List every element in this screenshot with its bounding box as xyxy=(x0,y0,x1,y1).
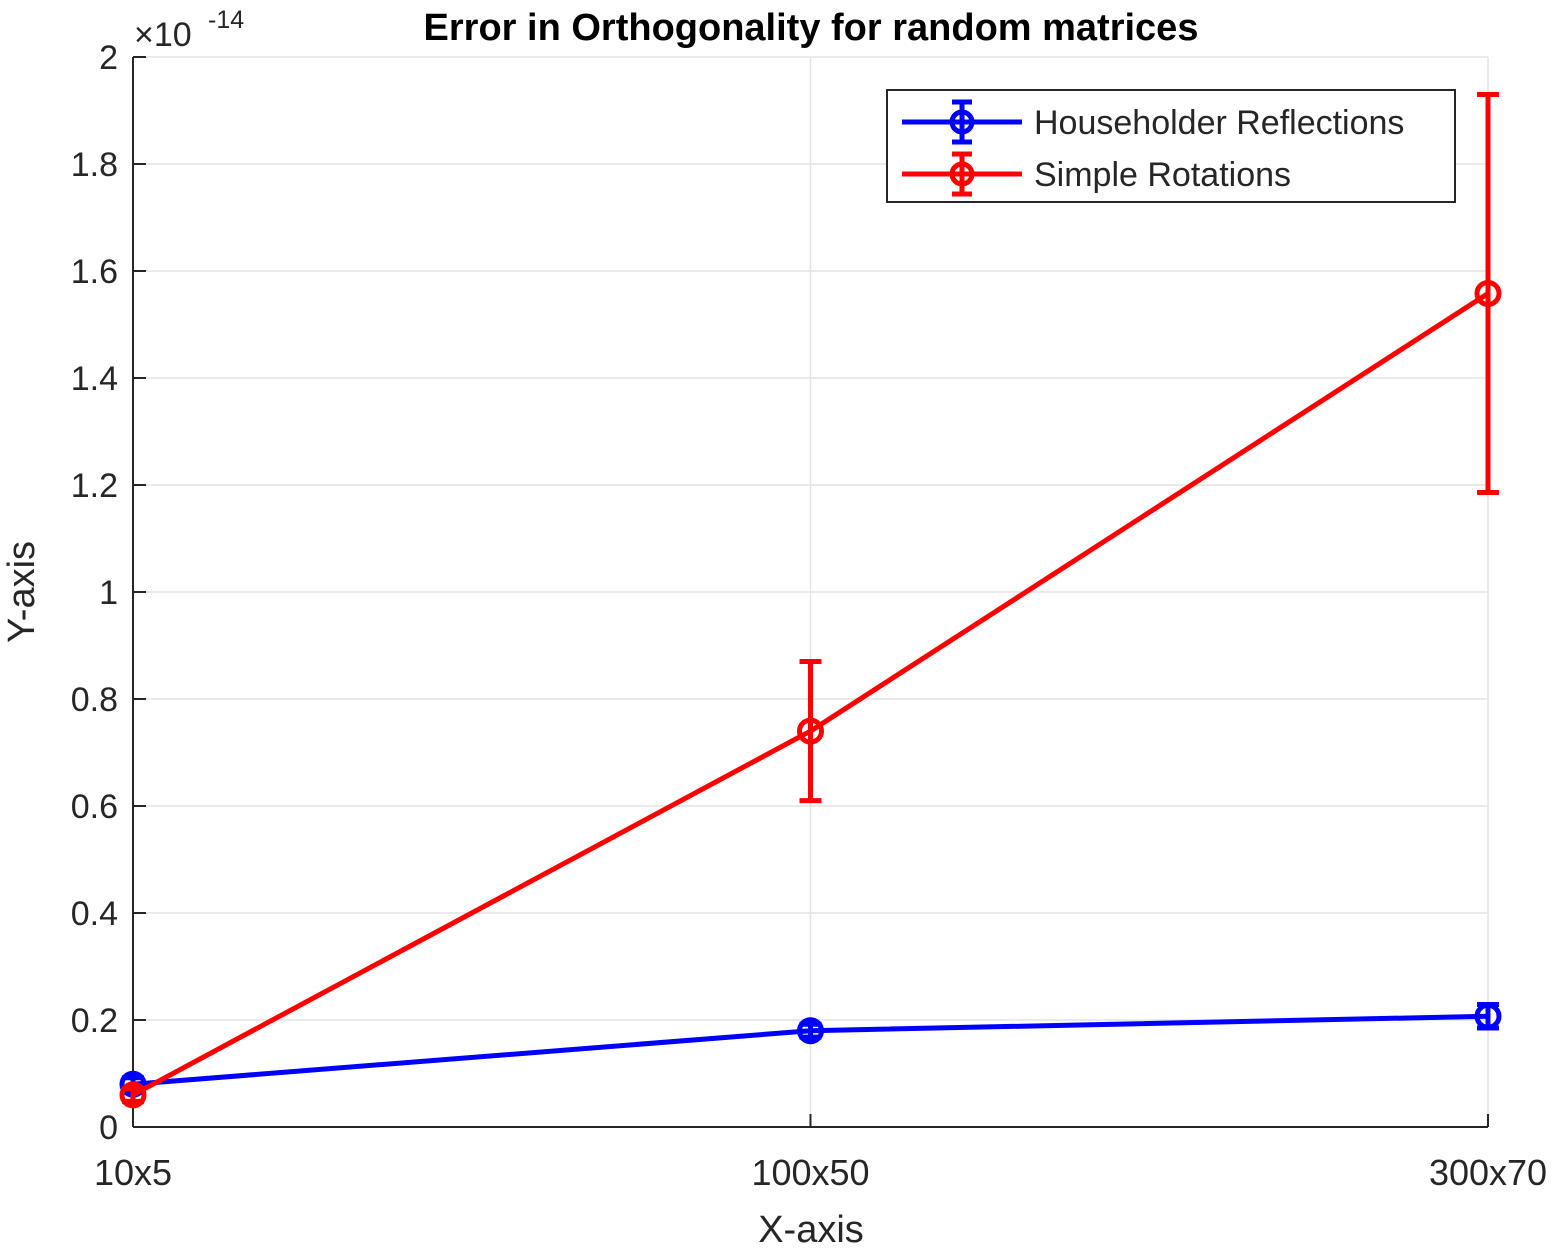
legend-label: Householder Reflections xyxy=(1034,104,1404,142)
y-tick-label: 2 xyxy=(99,39,118,77)
series-layer xyxy=(119,91,1502,1109)
data-point-marker xyxy=(797,717,824,745)
y-tick-labels: 0 0.2 0.4 0.6 0.8 1 1.2 1.4 1.6 1.8 2 xyxy=(71,39,118,1147)
legend: Householder Reflections Simple Rotations xyxy=(886,89,1456,203)
y-tick-label: 1.6 xyxy=(71,253,118,291)
y-tick-label: 0.4 xyxy=(71,895,118,933)
legend-marker-sample xyxy=(949,161,975,187)
legend-entry: Simple Rotations xyxy=(902,151,1291,197)
x-tick-label: 100x50 xyxy=(751,1152,869,1193)
y-tick-label: 1.4 xyxy=(71,360,118,398)
data-point-marker xyxy=(119,1081,147,1109)
legend-entry: Householder Reflections xyxy=(902,99,1404,145)
y-tick-label: 1.2 xyxy=(71,467,118,505)
y-tick-label: 0.2 xyxy=(71,1002,118,1040)
y-axis-label: Y-axis xyxy=(1,541,43,643)
legend-marker-sample xyxy=(949,109,975,135)
y-tick-label: 1.8 xyxy=(71,146,118,184)
y-axis-exponent-base: ×10 xyxy=(134,16,192,54)
x-tick-label: 10x5 xyxy=(94,1152,172,1193)
legend-label: Simple Rotations xyxy=(1034,156,1291,194)
data-point-marker xyxy=(1474,279,1502,307)
y-tick-label: 0 xyxy=(99,1109,118,1147)
y-tick-label: 1 xyxy=(99,574,118,612)
x-tick-labels: 10x5 100x50 300x70 xyxy=(94,1152,1547,1193)
y-tick-label: 0.8 xyxy=(71,681,118,719)
y-axis-exponent-power: -14 xyxy=(208,6,244,34)
legend-box xyxy=(886,89,1456,203)
x-tick-label: 300x70 xyxy=(1429,1152,1547,1193)
data-point-marker xyxy=(1474,1002,1502,1030)
data-point-marker xyxy=(797,1017,824,1045)
axes xyxy=(132,56,1489,1128)
chart-title: Error in Orthogonality for random matric… xyxy=(424,7,1199,49)
series-simple-rotations xyxy=(119,91,1502,1109)
legend-entries: Householder Reflections Simple Rotations xyxy=(902,99,1404,197)
y-tick-label: 0.6 xyxy=(71,788,118,826)
x-axis-label: X-axis xyxy=(758,1209,864,1250)
